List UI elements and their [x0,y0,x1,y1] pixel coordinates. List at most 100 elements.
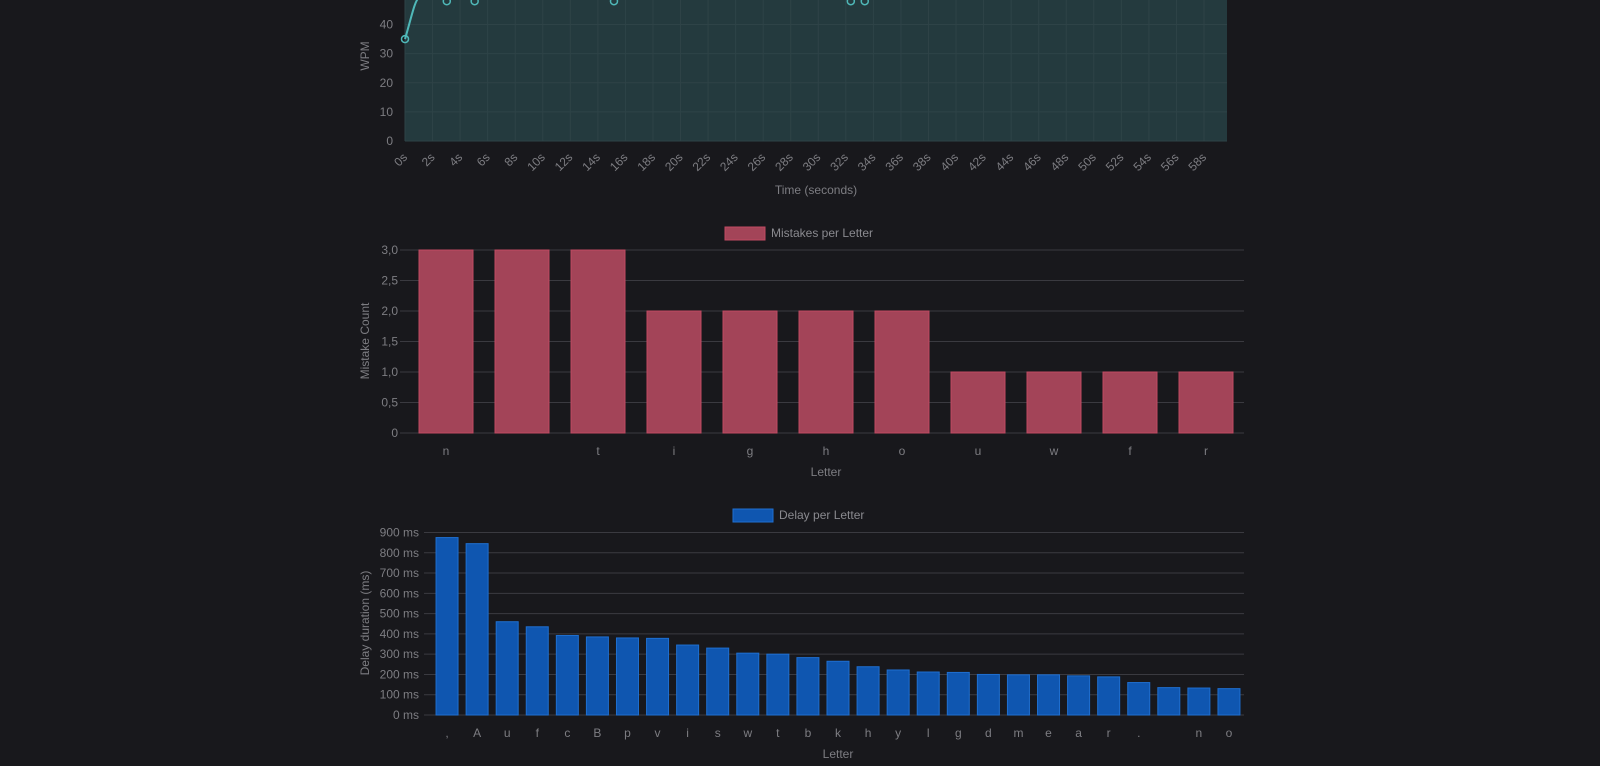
wpm-x-tick: 44s [993,150,1017,174]
mistakes-bar [874,310,930,434]
wpm-y-axis-title: WPM [358,41,372,70]
delay-bar [1097,676,1121,716]
delay-x-tick: f [536,726,540,740]
delay-bar [1157,687,1181,716]
wpm-point [609,0,619,6]
wpm-y-tick: 30 [380,47,394,61]
delay-bar [555,635,579,716]
delay-x-tick: a [1075,726,1082,740]
wpm-x-axis-title: Time (seconds) [775,183,857,197]
wpm-x-tick: 0s [391,150,410,169]
wpm-x-tick: 28s [772,150,796,174]
mistakes-bar [494,249,550,434]
wpm-y-tick: 10 [380,105,394,119]
wpm-point [400,34,410,44]
wpm-x-tick: 52s [1103,150,1127,174]
delay-y-tick: 300 ms [380,647,419,661]
wpm-x-tick: 22s [690,150,714,174]
delay-x-tick: d [985,726,992,740]
delay-bar [1067,675,1091,716]
wpm-point [860,0,870,6]
delay-bar [435,537,459,716]
wpm-y-tick: 40 [380,18,394,32]
delay-x-tick: u [504,726,511,740]
mistakes-bar [722,310,778,434]
wpm-y-tick: 0 [386,134,393,148]
mistakes-x-tick: f [1128,444,1132,458]
wpm-x-tick: 30s [800,150,824,174]
wpm-point [846,0,856,6]
delay-x-tick: A [473,726,481,740]
delay-y-tick: 500 ms [380,607,419,621]
delay-x-tick: s [715,726,721,740]
delay-y-tick: 800 ms [380,546,419,560]
delay-x-tick: g [955,726,962,740]
mistakes-x-axis-title: Letter [811,465,842,479]
mistakes-legend-swatch [724,226,766,241]
delay-y-tick: 200 ms [380,667,419,681]
wpm-x-tick: 18s [634,150,658,174]
wpm-x-tick: 36s [882,150,906,174]
wpm-x-tick: 32s [827,150,851,174]
delay-bar [1037,674,1061,716]
delay-bar [886,669,910,716]
delay-bar [1127,682,1151,716]
delay-x-tick: k [835,726,842,740]
wpm-point [442,0,452,6]
wpm-x-tick: 58s [1186,150,1210,174]
mistakes-x-tick: w [1049,444,1059,458]
mistakes-bar [418,249,474,434]
delay-bar [706,647,730,716]
wpm-x-tick: 10s [524,150,548,174]
delay-x-tick: c [564,726,570,740]
delay-bar [585,636,609,716]
wpm-x-tick: 54s [1130,150,1154,174]
wpm-x-tick: 42s [965,150,989,174]
mistakes-y-tick: 2,0 [381,304,398,318]
wpm-x-tick: 8s [501,150,520,169]
wpm-x-tick: 34s [855,150,879,174]
mistakes-y-tick: 0,5 [381,396,398,410]
mistakes-x-tick: i [673,444,676,458]
mistakes-bar [950,371,1006,434]
mistakes-bar [570,249,626,434]
mistakes-bar [1102,371,1158,434]
mistakes-y-tick: 1,5 [381,335,398,349]
wpm-x-tick: 38s [910,150,934,174]
wpm-x-tick: 4s [446,150,465,169]
delay-x-tick: t [776,726,780,740]
wpm-line [404,0,419,40]
delay-bar [676,644,700,716]
delay-x-tick: n [1196,726,1203,740]
delay-bar [1217,688,1241,716]
mistakes-y-tick: 2,5 [381,274,398,288]
mistakes-x-tick: g [747,444,754,458]
wpm-x-tick: 48s [1048,150,1072,174]
mistakes-y-tick: 0 [391,426,398,440]
delay-y-tick: 400 ms [380,627,419,641]
delay-bar [465,543,489,716]
delay-bar [916,671,940,716]
wpm-x-tick: 2s [419,150,438,169]
delay-x-tick: B [593,726,601,740]
wpm-x-tick: 20s [662,150,686,174]
wpm-x-tick: 46s [1020,150,1044,174]
mistakes-x-tick: u [975,444,982,458]
delay-x-tick: y [895,726,901,740]
mistakes-x-tick: o [899,444,906,458]
delay-x-tick: m [1013,726,1023,740]
wpm-y-tick: 20 [380,76,394,90]
delay-x-tick: b [805,726,812,740]
wpm-x-tick: 6s [474,150,493,169]
delay-y-axis-title: Delay duration (ms) [358,571,372,676]
wpm-x-tick: 16s [607,150,631,174]
delay-y-tick: 100 ms [380,688,419,702]
mistakes-x-tick: h [823,444,830,458]
delay-x-tick: l [927,726,930,740]
mistakes-bar [646,310,702,434]
wpm-x-tick: 40s [938,150,962,174]
wpm-x-tick: 56s [1158,150,1182,174]
delay-y-tick: 700 ms [380,566,419,580]
wpm-point [470,0,479,6]
